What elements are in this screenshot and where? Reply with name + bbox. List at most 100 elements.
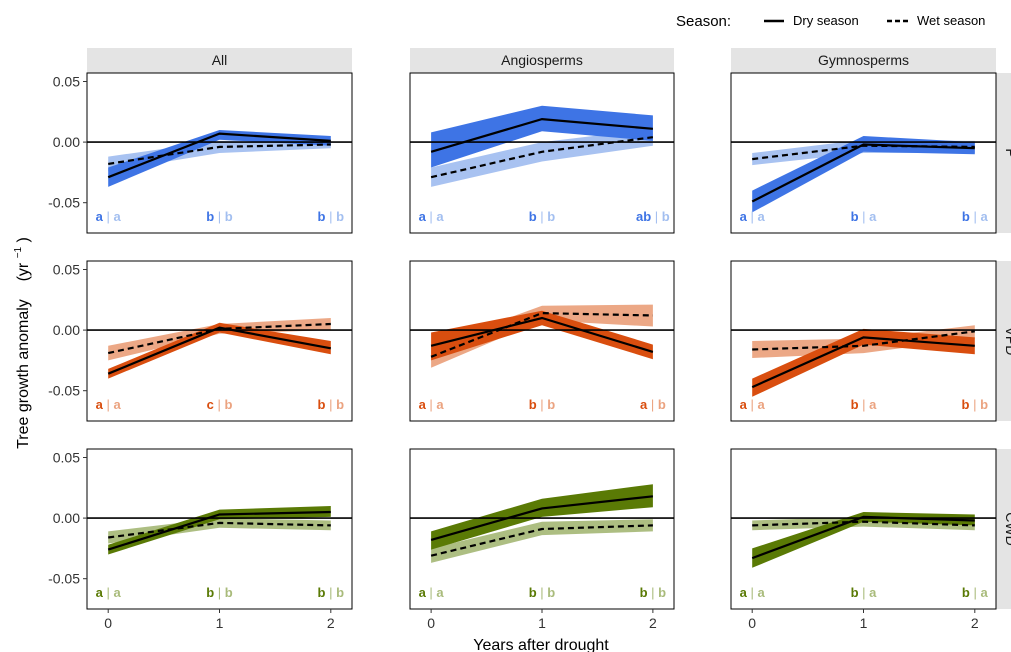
wet-letter: b <box>547 397 555 412</box>
significance-letters: ab | b <box>636 209 670 224</box>
panel-border <box>730 72 997 234</box>
dry-letter: ab <box>636 209 651 224</box>
dry-letter: b <box>318 397 326 412</box>
wet-letter: a <box>869 397 877 412</box>
legend: Season: Dry season Wet season <box>676 13 985 30</box>
separator: | <box>214 209 225 224</box>
column-strip-gymnosperms: Gymnosperms <box>731 48 996 73</box>
dry-season-line <box>107 510 331 551</box>
x-tick-label: 0 <box>427 615 435 631</box>
dry-season-line <box>430 316 654 353</box>
wet-season-line <box>752 330 975 351</box>
dry-letter: b <box>529 585 537 600</box>
separator: | <box>647 397 658 412</box>
dry-season-line <box>751 336 975 389</box>
x-tick-label: 0 <box>748 615 756 631</box>
strip-background <box>731 48 996 73</box>
significance-letters: b | b <box>640 585 667 600</box>
panel-border <box>730 260 997 422</box>
row-strip-label: P <box>1003 148 1011 157</box>
y-tick-label: 0.00 <box>53 322 80 338</box>
separator: | <box>651 209 662 224</box>
wet-letter: b <box>658 397 666 412</box>
x-tick-label: 1 <box>860 615 868 631</box>
separator: | <box>103 209 114 224</box>
separator: | <box>325 397 336 412</box>
dry-letter: b <box>962 397 970 412</box>
significance-letters: c | b <box>207 397 233 412</box>
row-strip-cwd: CWD <box>996 449 1011 609</box>
y-tick-label: 0.00 <box>53 134 80 150</box>
wet-letter: b <box>224 397 232 412</box>
separator: | <box>426 397 437 412</box>
significance-letters: b | b <box>529 585 556 600</box>
strip-background <box>996 261 1011 421</box>
significance-letters: a | a <box>740 209 766 224</box>
wet-letter: a <box>869 209 877 224</box>
row-strip-vpd: VPD <box>996 261 1011 421</box>
dry-season-line <box>107 326 332 375</box>
wet-letter: a <box>436 209 444 224</box>
wet-season-line <box>430 524 653 557</box>
x-tick-label: 2 <box>649 615 657 631</box>
significance-letters: b | b <box>318 397 345 412</box>
separator: | <box>325 585 336 600</box>
wet-season-ribbon <box>431 304 653 368</box>
column-strip-label: All <box>212 52 228 68</box>
significance-letters: a | a <box>96 209 122 224</box>
significance-letters: b | a <box>962 209 989 224</box>
dry-letter: b <box>851 397 859 412</box>
column-strip-label: Gymnosperms <box>818 52 909 68</box>
significance-letters: a | a <box>740 397 766 412</box>
wet-letter: a <box>114 585 122 600</box>
y-tick-label: 0.05 <box>53 261 80 277</box>
significance-letters: b | a <box>851 397 878 412</box>
wet-season-ribbon <box>108 518 331 544</box>
dry-letter: a <box>96 209 104 224</box>
wet-season-line <box>430 136 654 179</box>
separator: | <box>537 209 548 224</box>
significance-letters: a | b <box>640 397 666 412</box>
significance-letters: b | b <box>318 209 345 224</box>
separator: | <box>970 585 981 600</box>
significance-letters: b | a <box>851 585 878 600</box>
significance-letters: b | a <box>851 209 878 224</box>
separator: | <box>214 397 225 412</box>
dry-season-line <box>430 495 654 541</box>
legend-wet-label: Wet season <box>917 13 985 28</box>
wet-season-line <box>107 322 331 355</box>
x-tick-label: 2 <box>971 615 979 631</box>
dry-letter: a <box>740 397 748 412</box>
separator: | <box>103 585 114 600</box>
dry-letter: b <box>529 209 537 224</box>
dry-letter: a <box>740 585 748 600</box>
dry-season-ribbon <box>752 136 975 213</box>
dry-season-ribbon <box>108 506 331 555</box>
dry-letter: b <box>206 209 214 224</box>
wet-letter: b <box>336 209 344 224</box>
dry-letter: a <box>740 209 748 224</box>
panel-border <box>86 260 353 422</box>
dry-season-ribbon <box>431 105 653 168</box>
legend-dry-label: Dry season <box>793 13 859 28</box>
column-strip-label: Angiosperms <box>501 52 583 68</box>
wet-letter: b <box>336 397 344 412</box>
wet-letter: b <box>547 209 555 224</box>
wet-season-ribbon <box>431 128 653 187</box>
separator: | <box>103 397 114 412</box>
wet-letter: a <box>980 585 988 600</box>
separator: | <box>747 397 758 412</box>
dry-letter: b <box>318 585 326 600</box>
wet-letter: a <box>436 397 444 412</box>
wet-letter: a <box>869 585 877 600</box>
panel-border <box>409 260 675 422</box>
significance-letters: b | b <box>206 209 233 224</box>
y-tick-label: 0.05 <box>53 449 80 465</box>
dry-letter: b <box>318 209 326 224</box>
